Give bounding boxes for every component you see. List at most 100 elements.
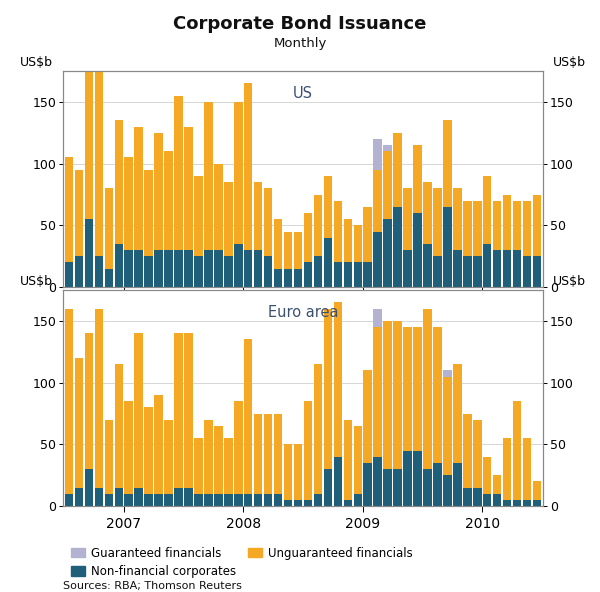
Bar: [274, 414, 283, 494]
Bar: [443, 120, 452, 207]
Bar: [224, 438, 233, 494]
Bar: [274, 219, 283, 269]
Bar: [364, 371, 372, 463]
Bar: [433, 256, 442, 287]
Bar: [353, 494, 362, 506]
Bar: [383, 371, 392, 506]
Bar: [323, 238, 332, 287]
Text: Sources: RBA; Thomson Reuters: Sources: RBA; Thomson Reuters: [63, 581, 242, 591]
Bar: [65, 494, 73, 506]
Bar: [394, 133, 402, 207]
Bar: [513, 201, 521, 250]
Bar: [373, 308, 382, 506]
Bar: [314, 494, 322, 506]
Bar: [65, 308, 73, 494]
Bar: [314, 256, 322, 287]
Bar: [403, 395, 412, 506]
Bar: [413, 145, 422, 213]
Bar: [124, 250, 133, 287]
Bar: [194, 176, 203, 256]
Bar: [473, 256, 482, 287]
Bar: [383, 152, 392, 219]
Bar: [483, 244, 491, 287]
Bar: [323, 469, 332, 506]
Bar: [394, 377, 402, 506]
Bar: [204, 420, 212, 494]
Bar: [523, 438, 531, 500]
Bar: [344, 420, 352, 500]
Bar: [85, 333, 93, 469]
Bar: [533, 195, 541, 256]
Bar: [95, 46, 103, 256]
Bar: [493, 475, 502, 494]
Bar: [413, 451, 422, 506]
Bar: [373, 170, 382, 231]
Bar: [174, 488, 183, 506]
Bar: [533, 500, 541, 506]
Bar: [124, 494, 133, 506]
Text: US$b: US$b: [20, 56, 53, 69]
Bar: [164, 494, 173, 506]
Bar: [523, 201, 531, 256]
Bar: [224, 494, 233, 506]
Bar: [523, 500, 531, 506]
Legend: Guaranteed financials, Non-financial corporates, Unguaranteed financials: Guaranteed financials, Non-financial cor…: [66, 542, 417, 583]
Bar: [453, 463, 461, 506]
Bar: [423, 308, 432, 469]
Bar: [344, 219, 352, 262]
Bar: [443, 371, 452, 506]
Bar: [145, 170, 153, 256]
Bar: [204, 250, 212, 287]
Bar: [145, 256, 153, 287]
Bar: [443, 182, 452, 287]
Bar: [164, 420, 173, 494]
Text: US$b: US$b: [553, 56, 586, 69]
Bar: [194, 494, 203, 506]
Bar: [323, 176, 332, 238]
Bar: [493, 494, 502, 506]
Bar: [214, 163, 223, 250]
Bar: [274, 269, 283, 287]
Bar: [124, 401, 133, 494]
Bar: [394, 321, 402, 469]
Bar: [154, 494, 163, 506]
Bar: [513, 250, 521, 287]
Bar: [194, 256, 203, 287]
Bar: [244, 250, 253, 287]
Bar: [403, 451, 412, 506]
Bar: [154, 133, 163, 250]
Bar: [513, 500, 521, 506]
Bar: [244, 339, 253, 494]
Bar: [294, 445, 302, 500]
Bar: [483, 457, 491, 494]
Bar: [164, 152, 173, 250]
Bar: [483, 176, 491, 244]
Bar: [244, 83, 253, 250]
Bar: [95, 488, 103, 506]
Bar: [145, 407, 153, 494]
Bar: [164, 250, 173, 287]
Bar: [184, 488, 193, 506]
Bar: [334, 262, 342, 287]
Bar: [533, 481, 541, 500]
Bar: [65, 157, 73, 262]
Bar: [423, 371, 432, 506]
Bar: [314, 364, 322, 494]
Bar: [503, 438, 511, 500]
Bar: [533, 256, 541, 287]
Bar: [394, 469, 402, 506]
Bar: [483, 494, 491, 506]
Bar: [254, 250, 262, 287]
Text: US: US: [293, 86, 313, 101]
Bar: [234, 244, 242, 287]
Bar: [353, 426, 362, 494]
Bar: [353, 262, 362, 287]
Bar: [453, 250, 461, 287]
Bar: [254, 494, 262, 506]
Bar: [413, 407, 422, 506]
Bar: [453, 188, 461, 250]
Bar: [383, 219, 392, 287]
Bar: [284, 269, 292, 287]
Bar: [184, 333, 193, 488]
Bar: [294, 500, 302, 506]
